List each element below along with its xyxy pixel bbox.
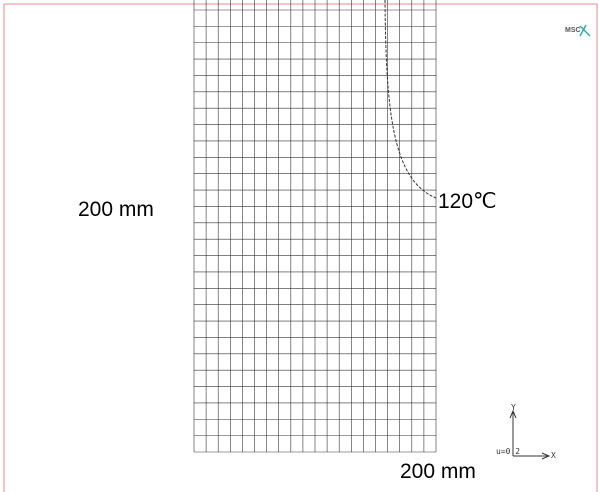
y-axis-label: Y (511, 403, 516, 412)
logo: MSC (565, 27, 581, 34)
y-arrowhead (509, 409, 517, 419)
triad-note: u=0.2 (496, 447, 520, 456)
mesh (193, 0, 437, 453)
x-axis-label: X (551, 451, 556, 460)
left-dimension: 200 mm (78, 198, 154, 221)
axis-triad: Y X u=0.2 (496, 403, 556, 460)
x-arrowhead (541, 452, 551, 460)
isotherm-label: 120℃ (438, 190, 497, 213)
logo-mark (579, 24, 591, 37)
bottom-dimension: 200 mm (400, 460, 476, 483)
